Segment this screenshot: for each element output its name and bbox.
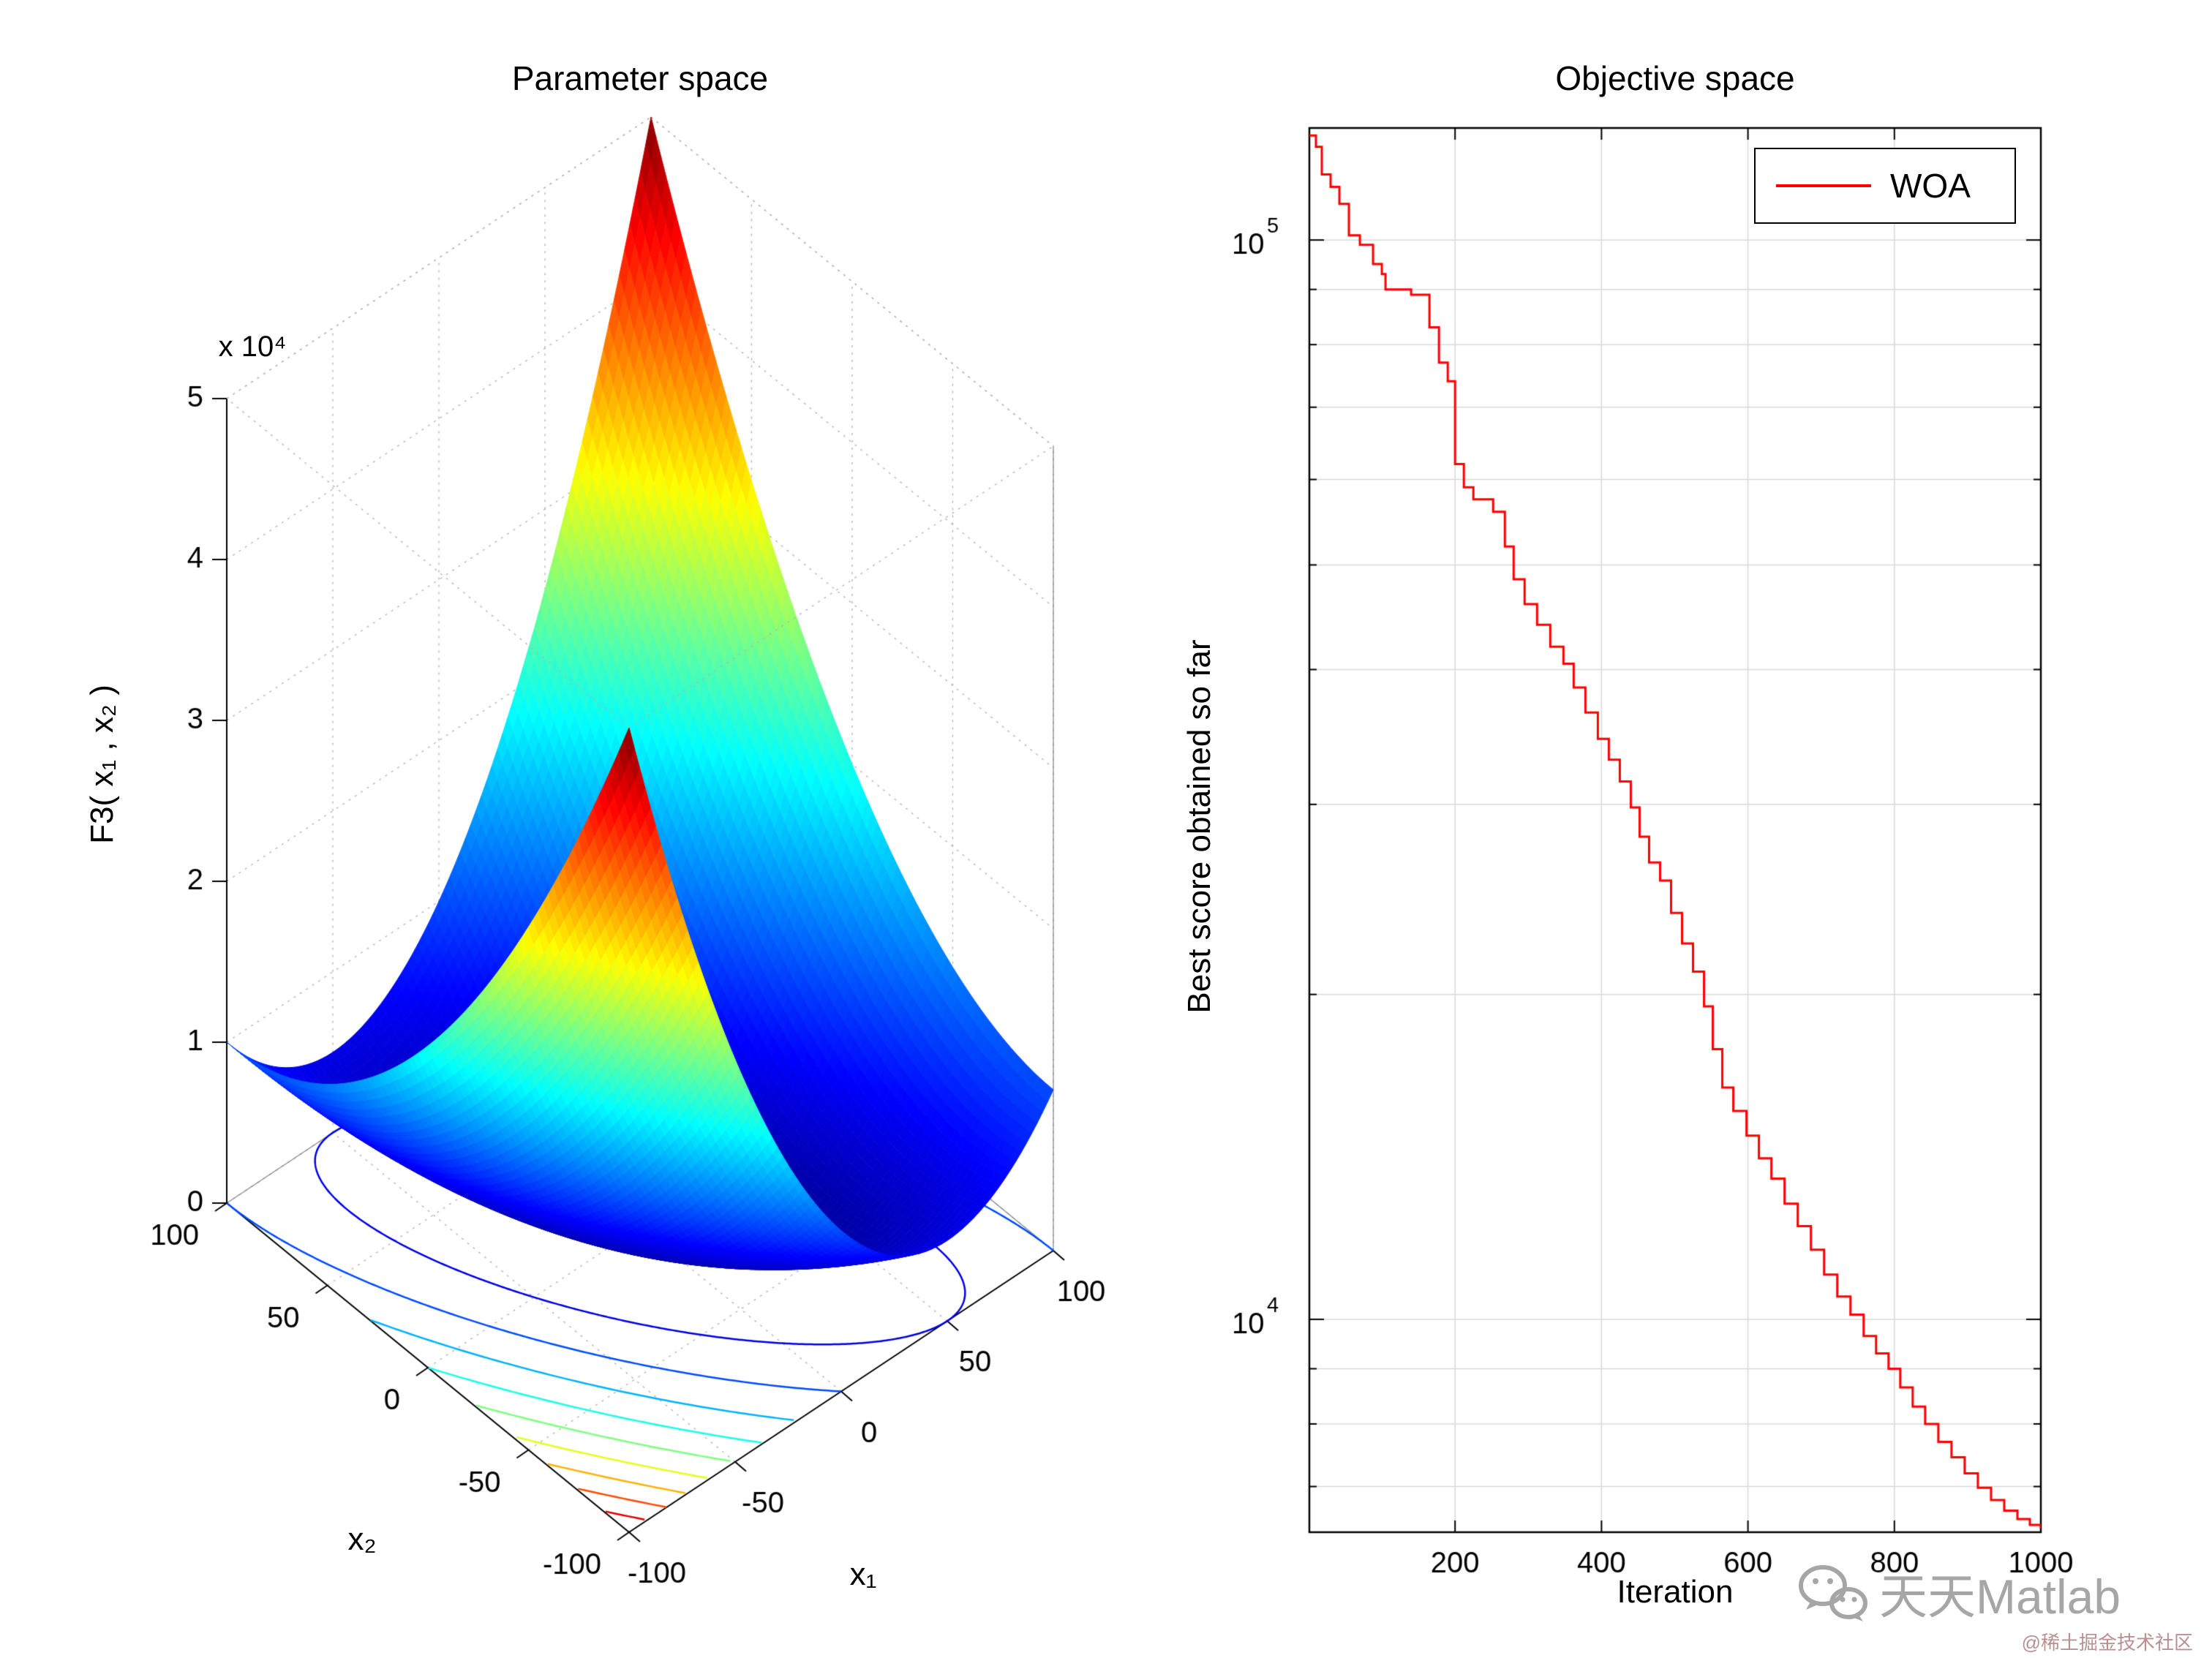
footer-credit: @稀土掘金技术社区 <box>2021 1632 2193 1654</box>
legend: WOA <box>1754 148 2016 224</box>
objective-y-axis-label: Best score obtained so far <box>1181 639 1217 1014</box>
z-scale-label: x 10⁴ <box>218 331 287 363</box>
x1-axis-label: x₁ <box>849 1556 877 1592</box>
legend-label: WOA <box>1890 167 1971 205</box>
wechat-icon <box>1799 1565 1867 1621</box>
parameter-space-title: Parameter space <box>511 59 769 97</box>
watermark: 天天Matlab <box>1796 1558 2121 1628</box>
x2-axis-label: x₂ <box>347 1521 377 1557</box>
z-axis-label: F3( x₁ , x₂ ) <box>84 685 120 844</box>
objective-x-axis-label: Iteration <box>1617 1574 1734 1610</box>
objective-space-title: Objective space <box>1555 59 1795 97</box>
watermark-text: 天天Matlab <box>1879 1570 2121 1624</box>
legend-line-sample <box>1776 184 1871 187</box>
